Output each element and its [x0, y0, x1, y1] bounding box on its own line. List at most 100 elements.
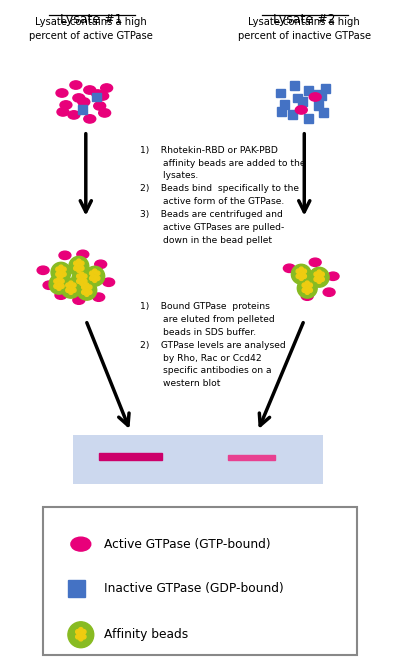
Circle shape: [80, 266, 84, 270]
Circle shape: [92, 274, 97, 278]
Circle shape: [56, 267, 60, 272]
Circle shape: [88, 290, 92, 295]
Circle shape: [80, 281, 84, 285]
Circle shape: [54, 284, 58, 289]
Ellipse shape: [309, 258, 321, 266]
Circle shape: [66, 288, 70, 293]
Circle shape: [77, 279, 81, 283]
Circle shape: [79, 637, 83, 641]
Bar: [321, 84, 330, 93]
Circle shape: [83, 274, 87, 278]
Circle shape: [96, 271, 100, 276]
Circle shape: [299, 276, 304, 280]
Circle shape: [85, 283, 89, 287]
Ellipse shape: [59, 251, 71, 260]
Circle shape: [305, 290, 310, 295]
Circle shape: [80, 261, 84, 266]
Ellipse shape: [327, 272, 339, 280]
Circle shape: [297, 278, 317, 298]
Circle shape: [77, 264, 81, 268]
Circle shape: [72, 283, 76, 287]
Circle shape: [72, 269, 92, 289]
Circle shape: [57, 282, 61, 287]
Text: Lysate contains a high
percent of inactive GTPase: Lysate contains a high percent of inacti…: [238, 17, 371, 42]
Circle shape: [66, 283, 70, 287]
Ellipse shape: [92, 90, 104, 98]
Ellipse shape: [301, 292, 313, 301]
Text: Lysate #1: Lysate #1: [60, 13, 122, 26]
Bar: [317, 91, 326, 101]
Circle shape: [92, 269, 97, 274]
Circle shape: [59, 270, 63, 274]
Ellipse shape: [77, 250, 89, 258]
Ellipse shape: [55, 291, 67, 299]
Ellipse shape: [101, 84, 113, 92]
Ellipse shape: [71, 537, 91, 551]
Ellipse shape: [94, 102, 106, 110]
Ellipse shape: [68, 111, 80, 119]
Ellipse shape: [99, 109, 111, 117]
Circle shape: [305, 281, 310, 285]
Circle shape: [69, 286, 73, 291]
Circle shape: [69, 256, 89, 276]
Circle shape: [74, 266, 78, 270]
Bar: [312, 89, 321, 99]
Circle shape: [299, 272, 304, 276]
Circle shape: [320, 272, 324, 276]
Circle shape: [77, 280, 97, 300]
Circle shape: [74, 261, 78, 266]
Circle shape: [308, 288, 312, 293]
Bar: [78, 105, 87, 115]
Bar: [277, 107, 286, 116]
Circle shape: [59, 265, 63, 270]
Bar: [288, 111, 297, 119]
Circle shape: [69, 290, 73, 295]
Circle shape: [85, 288, 89, 293]
Text: Lysate contains a high
percent of active GTPase: Lysate contains a high percent of active…: [29, 17, 153, 42]
Bar: [43, 507, 357, 655]
Circle shape: [62, 267, 66, 272]
Bar: [304, 115, 313, 123]
Bar: [99, 452, 162, 460]
Circle shape: [82, 635, 86, 639]
Circle shape: [57, 277, 61, 281]
Ellipse shape: [103, 278, 114, 287]
Text: Affinity beads: Affinity beads: [104, 628, 188, 641]
Ellipse shape: [97, 92, 109, 100]
Circle shape: [317, 279, 321, 283]
Bar: [228, 454, 276, 460]
Circle shape: [309, 267, 329, 287]
Circle shape: [79, 627, 83, 632]
Circle shape: [60, 279, 64, 283]
Circle shape: [76, 629, 80, 634]
Circle shape: [68, 622, 94, 648]
Circle shape: [51, 262, 71, 282]
Bar: [319, 109, 328, 117]
Bar: [73, 435, 323, 484]
Circle shape: [314, 272, 318, 276]
Text: Active GTPase (GTP-bound): Active GTPase (GTP-bound): [104, 537, 270, 551]
Circle shape: [92, 278, 97, 282]
Circle shape: [60, 284, 64, 289]
Circle shape: [305, 286, 310, 291]
Circle shape: [314, 277, 318, 281]
Circle shape: [69, 281, 73, 285]
Bar: [68, 580, 85, 597]
Circle shape: [296, 269, 300, 274]
Circle shape: [90, 271, 94, 276]
Ellipse shape: [284, 264, 295, 272]
Circle shape: [296, 274, 300, 278]
Circle shape: [302, 269, 306, 274]
Circle shape: [302, 288, 306, 293]
Circle shape: [62, 272, 66, 276]
Text: Lysate #2: Lysate #2: [273, 13, 336, 26]
Circle shape: [302, 274, 306, 278]
Ellipse shape: [37, 266, 49, 274]
Text: 1)    Rhotekin-RBD or PAK-PBD
        affinity beads are added to the
        ly: 1) Rhotekin-RBD or PAK-PBD affinity bead…: [140, 146, 306, 245]
Circle shape: [85, 266, 105, 287]
Circle shape: [83, 279, 87, 283]
Circle shape: [59, 274, 63, 278]
Bar: [280, 101, 289, 109]
Bar: [298, 97, 307, 107]
Circle shape: [299, 267, 304, 272]
